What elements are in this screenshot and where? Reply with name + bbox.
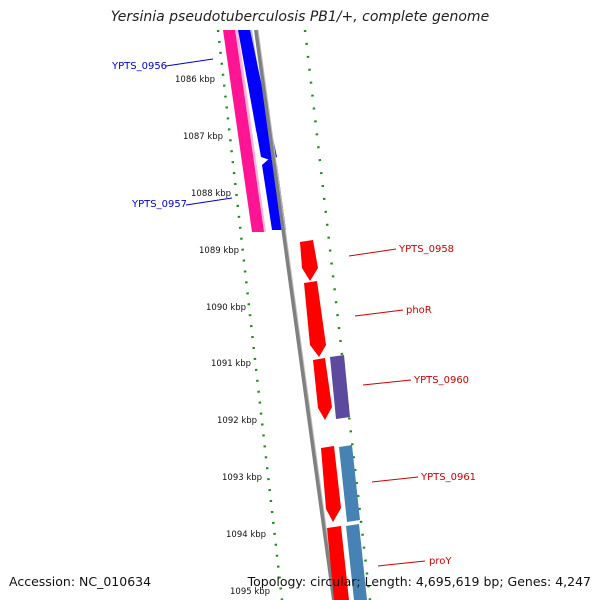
gene-label-proY[interactable]: proY — [429, 556, 452, 567]
tick-label: 1091 kbp — [211, 359, 251, 369]
steel-blue-feature-2 — [346, 524, 367, 600]
tick-label: 1090 kbp — [206, 303, 246, 313]
gene-phoR-arrow[interactable] — [304, 281, 326, 357]
accession-label: Accession: NC_010634 — [9, 574, 152, 589]
leader-line — [185, 197, 233, 206]
genome-backbone-highlight — [257, 29, 337, 600]
genome-title: Yersinia pseudotuberculosis PB1/+, compl… — [110, 9, 490, 25]
tick-label: 1092 kbp — [217, 416, 257, 426]
gene-YPTS-0961-arrow[interactable] — [321, 446, 341, 522]
gene-YPTS-0960-arrow[interactable] — [313, 358, 332, 420]
red-gene-track — [300, 240, 349, 600]
gene-label-YPTS-0957[interactable]: YPTS_0957 — [131, 199, 187, 210]
genome-backbone — [254, 29, 336, 600]
steel-blue-feature-1 — [339, 445, 360, 522]
tick-label: 1088 kbp — [191, 189, 231, 199]
tick-label: 1087 kbp — [183, 132, 223, 142]
tick-label: 1093 kbp — [222, 473, 262, 483]
gene-label-YPTS-0958[interactable]: YPTS_0958 — [398, 244, 454, 255]
gene-label-YPTS-0960[interactable]: YPTS_0960 — [413, 375, 469, 386]
tick-label: 1095 kbp — [230, 587, 270, 597]
gene-labels: YPTS_0956 YPTS_0957 YPTS_0958 phoR YPTS_… — [111, 58, 476, 567]
gc-content-track — [216, 29, 372, 600]
leader-line — [165, 58, 214, 67]
leader-line — [371, 476, 419, 483]
leader-line — [354, 309, 404, 317]
genome-summary-label: Topology: circular; Length: 4,695,619 bp… — [247, 574, 591, 589]
tick-label: 1086 kbp — [175, 75, 215, 85]
gene-proY-arrow[interactable] — [327, 526, 349, 600]
steel-blue-feature-track — [339, 445, 367, 600]
gene-YPTS-0956-arrow[interactable] — [238, 30, 277, 160]
gc-inner-dots — [216, 29, 284, 600]
pink-feature-track — [223, 30, 266, 232]
leader-line — [348, 248, 397, 257]
gene-label-YPTS-0961[interactable]: YPTS_0961 — [420, 472, 476, 483]
gc-outer-dots — [303, 29, 372, 600]
gene-label-phoR[interactable]: phoR — [406, 305, 432, 316]
tick-label: 1089 kbp — [199, 246, 239, 256]
purple-feature — [330, 355, 350, 419]
coordinate-ticks: 1086 kbp 1087 kbp 1088 kbp 1089 kbp 1090… — [175, 75, 270, 597]
gene-label-YPTS-0956[interactable]: YPTS_0956 — [111, 61, 167, 72]
gene-YPTS-0958-arrow[interactable] — [300, 240, 318, 281]
tick-label: 1094 kbp — [226, 530, 266, 540]
leader-line — [377, 560, 426, 567]
pink-feature — [223, 30, 264, 232]
leader-line — [362, 379, 412, 386]
